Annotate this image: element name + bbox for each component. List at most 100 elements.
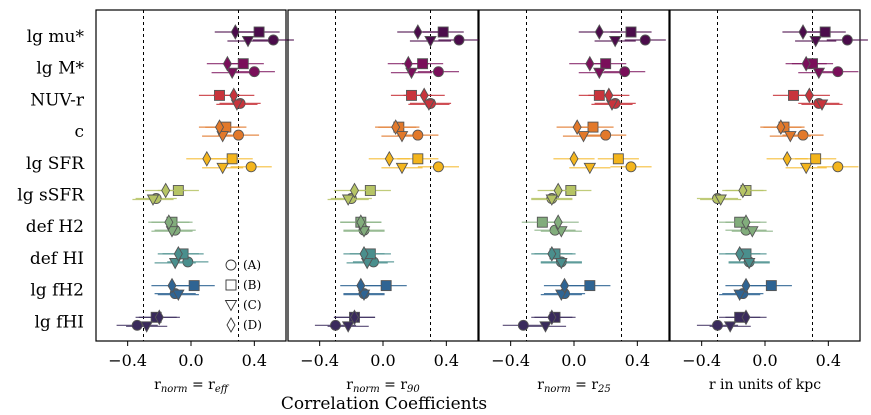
data-point [782, 150, 792, 167]
panel-xlabel: rnorm = reff [154, 377, 230, 395]
x-tick-label-0: −0.4 [108, 351, 147, 370]
data-point [801, 55, 811, 72]
data-point [233, 129, 244, 141]
x-tick-label-2: 0.4 [434, 351, 459, 370]
data-point [245, 161, 257, 173]
data-point [432, 66, 444, 78]
x-tick-label-1: 0.0 [178, 351, 203, 370]
data-point [356, 277, 366, 294]
data-point [742, 257, 756, 270]
data-point [832, 66, 844, 78]
data-point [341, 194, 355, 206]
data-point [741, 309, 751, 326]
data-point [229, 87, 239, 104]
ylabel-3: c [74, 122, 84, 142]
data-point [356, 214, 366, 231]
data-point [804, 87, 814, 104]
data-point [403, 55, 413, 72]
data-point [547, 309, 557, 326]
data-point [412, 153, 424, 165]
data-point [741, 214, 751, 231]
legend-label-1: (B) [243, 278, 261, 292]
data-point [202, 150, 212, 167]
x-tick-label-1: 0.0 [561, 351, 586, 370]
legend-marker-0 [225, 259, 237, 271]
panel-frame [478, 9, 670, 342]
ylabel-5: lg sSFR [17, 186, 85, 206]
panel-frame [669, 9, 861, 342]
data-point [230, 24, 240, 40]
x-tick-label-1: 0.0 [370, 351, 395, 370]
data-point [600, 129, 612, 141]
x-tick-label-2: 0.4 [242, 351, 267, 370]
data-point [424, 36, 437, 48]
data-point [349, 182, 360, 199]
data-point [330, 319, 341, 331]
legend: (A) (B) (C) (D) [224, 258, 262, 333]
panel-2: −0.4 0.0 0.4 rnorm = r25 [478, 9, 670, 395]
data-point [539, 321, 552, 333]
data-point [222, 55, 232, 72]
data-point [841, 34, 853, 46]
data-point [797, 129, 809, 141]
data-point [154, 309, 164, 326]
data-point [593, 67, 606, 80]
ylabel-6: def H2 [26, 217, 84, 237]
legend-marker-1 [225, 279, 237, 291]
data-point [809, 36, 822, 48]
data-point [832, 161, 844, 173]
data-point [349, 309, 360, 326]
data-point [395, 131, 409, 143]
ylabel-8: lg fH2 [30, 281, 84, 301]
data-point [412, 129, 424, 141]
ylabel-9: lg fHI [34, 312, 84, 332]
data-point [815, 99, 829, 111]
data-point [735, 245, 745, 262]
data-point [625, 26, 637, 38]
x-tick-label-2: 0.4 [816, 351, 841, 370]
data-point [146, 194, 160, 206]
data-point [241, 36, 255, 48]
data-point [173, 245, 183, 262]
ylabel-0: lg mu* [27, 27, 85, 47]
panel-3: −0.4 0.0 0.4 r in units of kpc [669, 9, 868, 393]
data-point [812, 67, 826, 80]
data-point [341, 321, 355, 333]
data-point [714, 194, 727, 206]
ylabel-7: def HI [30, 249, 84, 269]
data-point [619, 66, 631, 78]
data-point [584, 280, 596, 292]
panel-xlabel: rnorm = r25 [537, 377, 611, 395]
data-point [712, 319, 723, 331]
figure-title: Correlation Coefficients [281, 394, 487, 414]
data-point [604, 87, 614, 104]
data-point [765, 280, 777, 292]
data-point [216, 162, 229, 175]
data-point [248, 66, 260, 78]
data-point [545, 194, 559, 206]
data-point [384, 150, 394, 167]
data-point [453, 34, 465, 46]
x-tick-label-0: −0.4 [491, 351, 530, 370]
data-point [784, 131, 797, 143]
data-point [583, 162, 597, 175]
data-point [391, 119, 401, 136]
data-point [131, 319, 143, 331]
data-point [776, 119, 786, 136]
x-tick-label-0: −0.4 [682, 351, 721, 370]
data-point [140, 321, 153, 333]
data-point [569, 150, 579, 167]
data-point [432, 161, 444, 173]
data-point [738, 182, 748, 199]
ylabel-1: lg M* [36, 59, 84, 79]
data-point [572, 119, 582, 136]
data-point [395, 162, 409, 175]
panel-0: −0.4 0.0 0.4 rnorm = reff (A) (B) (C) (D) [95, 9, 294, 395]
data-point [214, 119, 225, 136]
data-point [612, 153, 624, 165]
data-point [577, 131, 590, 143]
panel-frame [287, 9, 479, 342]
data-point [359, 245, 369, 262]
data-point [164, 214, 174, 231]
